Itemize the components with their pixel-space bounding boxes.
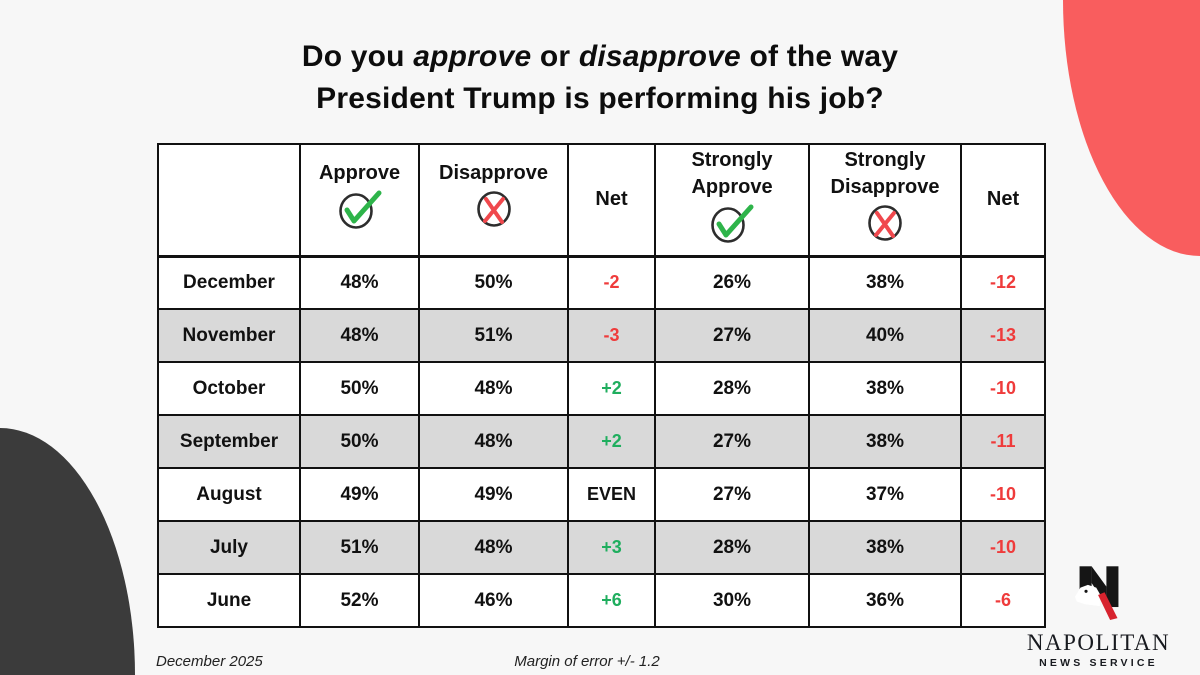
header-strong-net: Net xyxy=(960,143,1046,258)
header-strongly-disapprove: Strongly Disapprove xyxy=(808,143,962,258)
strong-net-cell: -11 xyxy=(960,414,1046,469)
strong-net-cell: -12 xyxy=(960,255,1046,310)
net-cell: +2 xyxy=(567,361,656,416)
disapprove-label: Disapprove xyxy=(439,162,548,185)
header-month xyxy=(157,143,301,258)
month-cell: October xyxy=(157,361,301,416)
disapprove-cell: 50% xyxy=(418,255,569,310)
approve-cell: 48% xyxy=(299,308,420,363)
strongly-approve-cell: 28% xyxy=(654,520,810,575)
approve-cell: 51% xyxy=(299,520,420,575)
strongly-disapprove-cell: 36% xyxy=(808,573,962,628)
net-cell: -2 xyxy=(567,255,656,310)
header-net: Net xyxy=(567,143,656,258)
footer-margin-of-error: Margin of error +/- 1.2 xyxy=(514,653,660,670)
title-line-1: Do you approve or disapprove of the way xyxy=(301,40,899,73)
disapprove-cell: 48% xyxy=(418,414,569,469)
table-row: August 49% 49% EVEN 27% 37% -10 xyxy=(157,467,1046,522)
strongly-disapprove-cell: 38% xyxy=(808,414,962,469)
header-approve: Approve xyxy=(299,143,420,258)
strongly-approve-cell: 26% xyxy=(654,255,810,310)
month-cell: July xyxy=(157,520,301,575)
strongly-approve-label: Strongly Approve xyxy=(691,148,773,198)
napolitan-logo: NAPOLITAN NEWS SERVICE xyxy=(1011,566,1186,669)
strongly-disapprove-cell: 38% xyxy=(808,520,962,575)
table-row: June 52% 46% +6 30% 36% -6 xyxy=(157,573,1046,628)
header-disapprove: Disapprove xyxy=(418,143,569,258)
strong-net-cell: -10 xyxy=(960,520,1046,575)
strong-net-cell: -13 xyxy=(960,308,1046,363)
strongly-disapprove-cell: 38% xyxy=(808,255,962,310)
header-row: Approve Disapprove xyxy=(157,143,1046,258)
disapprove-cell: 48% xyxy=(418,520,569,575)
strongly-approve-cell: 27% xyxy=(654,308,810,363)
approve-cell: 50% xyxy=(299,361,420,416)
logo-name: NAPOLITAN xyxy=(1026,629,1171,655)
month-cell: June xyxy=(157,573,301,628)
net-cell: EVEN xyxy=(567,467,656,522)
footer-date: December 2025 xyxy=(156,653,263,670)
strongly-approve-cell: 27% xyxy=(654,414,810,469)
approve-cell: 50% xyxy=(299,414,420,469)
table-row: July 51% 48% +3 28% 38% -10 xyxy=(157,520,1046,575)
x-circle-icon xyxy=(473,189,515,239)
logo-tagline: NEWS SERVICE xyxy=(1039,657,1158,669)
strongly-disapprove-cell: 38% xyxy=(808,361,962,416)
title-line-2: President Trump is performing his job? xyxy=(316,82,884,115)
net-cell: -3 xyxy=(567,308,656,363)
strongly-disapprove-cell: 37% xyxy=(808,467,962,522)
disapprove-cell: 48% xyxy=(418,361,569,416)
month-cell: November xyxy=(157,308,301,363)
strongly-disapprove-label: Strongly Disapprove xyxy=(830,148,940,198)
header-strongly-approve: Strongly Approve xyxy=(654,143,810,258)
approve-cell: 49% xyxy=(299,467,420,522)
strong-net-cell: -6 xyxy=(960,573,1046,628)
approve-cell: 48% xyxy=(299,255,420,310)
month-cell: September xyxy=(157,414,301,469)
disapprove-cell: 51% xyxy=(418,308,569,363)
strong-net-cell: -10 xyxy=(960,467,1046,522)
x-circle-icon xyxy=(864,203,906,253)
month-cell: August xyxy=(157,467,301,522)
net-cell: +6 xyxy=(567,573,656,628)
approve-cell: 52% xyxy=(299,573,420,628)
month-cell: December xyxy=(157,255,301,310)
net-cell: +2 xyxy=(567,414,656,469)
approve-label: Approve xyxy=(318,162,401,185)
page-title: Do you approve or disapprove of the way … xyxy=(0,36,1200,120)
napolitan-n-eagle-icon xyxy=(1011,566,1186,629)
check-circle-icon xyxy=(709,203,755,253)
table-row: September 50% 48% +2 27% 38% -11 xyxy=(157,414,1046,469)
net-cell: +3 xyxy=(567,520,656,575)
strong-net-cell: -10 xyxy=(960,361,1046,416)
strongly-approve-cell: 28% xyxy=(654,361,810,416)
strongly-disapprove-cell: 40% xyxy=(808,308,962,363)
strongly-approve-cell: 30% xyxy=(654,573,810,628)
poll-table: Approve Disapprove xyxy=(157,143,1046,628)
table-row: October 50% 48% +2 28% 38% -10 xyxy=(157,361,1046,416)
strongly-approve-cell: 27% xyxy=(654,467,810,522)
dark-corner-blob xyxy=(0,428,135,675)
table-row: November 48% 51% -3 27% 40% -13 xyxy=(157,308,1046,363)
check-circle-icon xyxy=(337,189,383,239)
table-row: December 48% 50% -2 26% 38% -12 xyxy=(157,255,1046,310)
disapprove-cell: 46% xyxy=(418,573,569,628)
disapprove-cell: 49% xyxy=(418,467,569,522)
